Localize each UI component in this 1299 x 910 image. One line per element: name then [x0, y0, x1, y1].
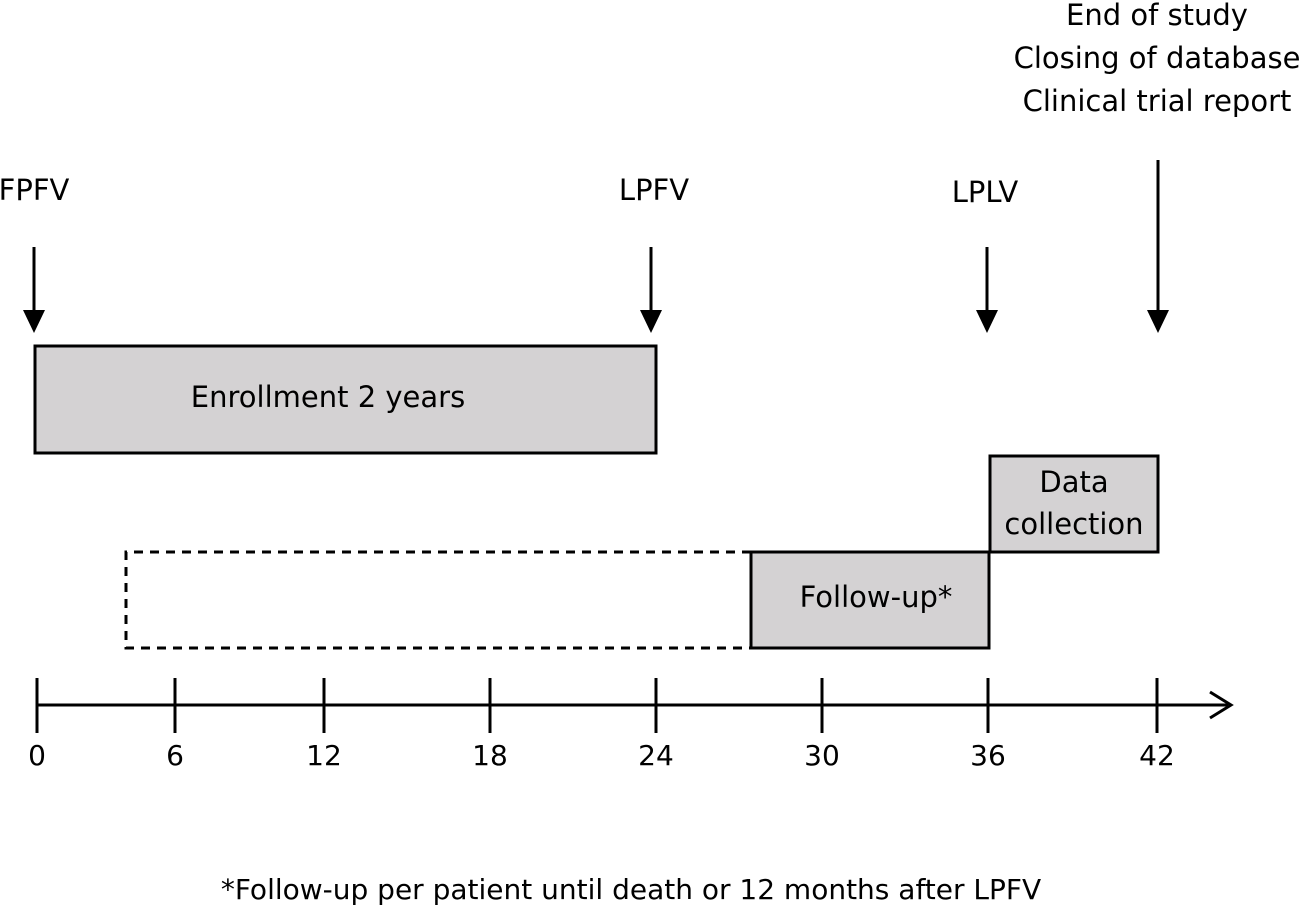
- axis-tick-label-30: 30: [804, 739, 840, 772]
- follow-up-label: Follow-up*: [800, 580, 953, 614]
- end-of-study-labels: End of study Closing of database Clinica…: [1014, 0, 1299, 118]
- lplv-arrow: [976, 247, 998, 333]
- enrollment-box: Enrollment 2 years: [33, 344, 658, 455]
- follow-up-dashed-range: [124, 550, 751, 650]
- clinical-report-line: Clinical trial report: [1023, 84, 1292, 118]
- closing-database-line: Closing of database: [1014, 41, 1299, 75]
- axis-arrowhead: [1209, 690, 1234, 720]
- end-of-study-line: End of study: [1066, 0, 1248, 32]
- data-collection-box: Data collection: [988, 454, 1160, 554]
- data-collection-label-line2: collection: [1004, 507, 1143, 541]
- data-collection-label-line1: Data: [1039, 465, 1108, 499]
- time-axis: 0 6 12 18 24 30 36 42: [28, 678, 1234, 772]
- footnote: *Follow-up per patient until death or 12…: [221, 873, 1041, 906]
- axis-tick-label-12: 12: [306, 739, 342, 772]
- fpfv-arrow: [23, 247, 45, 333]
- enrollment-label: Enrollment 2 years: [191, 380, 465, 414]
- lpfv-label: LPFV: [619, 173, 689, 207]
- axis-tick-label-42: 42: [1139, 739, 1175, 772]
- axis-tick-label-36: 36: [970, 739, 1006, 772]
- follow-up-box: Follow-up*: [749, 550, 991, 650]
- end-of-study-arrow: [1147, 160, 1169, 333]
- axis-tick-label-24: 24: [638, 739, 674, 772]
- axis-ticks: 0 6 12 18 24 30 36 42: [28, 678, 1175, 772]
- axis-tick-label-6: 6: [166, 739, 184, 772]
- axis-tick-label-18: 18: [472, 739, 508, 772]
- axis-tick-label-0: 0: [28, 739, 46, 772]
- lplv-label: LPLV: [952, 175, 1019, 209]
- fpfv-label: FPFV: [0, 173, 70, 207]
- lpfv-arrow: [640, 247, 662, 333]
